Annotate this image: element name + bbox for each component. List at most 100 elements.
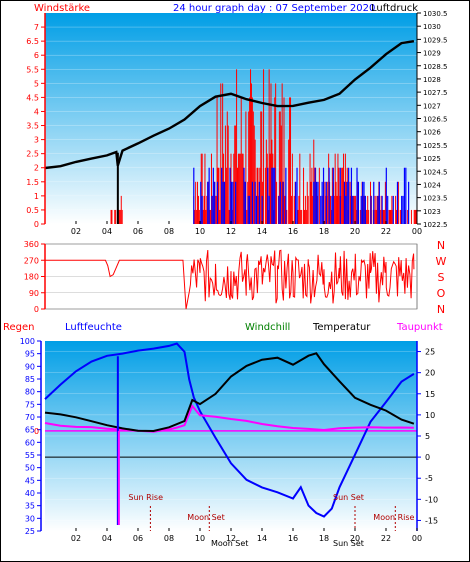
humidity-tick-label: 90 — [25, 362, 35, 371]
wind-tick-label: 4 — [34, 107, 39, 116]
humidity-tick-label: 50 — [25, 464, 35, 473]
wind-tick-label: 2 — [34, 164, 39, 173]
temperature-tick-label: -15 — [425, 516, 438, 525]
astro-markers: Sun Rise Moon Set Sun Set Moon Rise — [128, 493, 415, 531]
chart-title: 24 hour graph day : 07 September 2020 — [173, 3, 375, 14]
wind-tick-label: 3.5 — [26, 122, 39, 131]
humidity-tick-label: 80 — [25, 388, 35, 397]
wind-tick-label: 1 — [34, 192, 39, 201]
humidity-tick-label: 25 — [25, 527, 35, 536]
wind-pressure-grid — [45, 26, 417, 225]
time-tick-label: 00 — [412, 227, 422, 236]
pressure-tick-label: 1025.5 — [423, 142, 448, 150]
pressure-tick-label: 1023.5 — [423, 195, 448, 203]
time-tick-lower-label: 04 — [102, 534, 112, 543]
pressure-tick-label: 1030 — [423, 23, 441, 31]
wind-axis-title: Windstärke — [34, 3, 90, 14]
astro-label: Sun Set — [333, 493, 364, 502]
direction-tick-label: 360 — [24, 240, 39, 249]
pressure-line — [44, 40, 415, 170]
pressure-axis-title: Luftdruck — [371, 3, 418, 14]
wind-axis-ticks: 0 0.5 1 1.5 2 2.5 3 3.5 4 4.5 5 5.5 6 6.5 7 — [26, 23, 45, 229]
pressure-tick-label: 1028.5 — [423, 63, 448, 71]
wind-gust-bars — [116, 152, 410, 224]
temperature-tick-label: 25 — [425, 348, 435, 357]
wind-tick-label: 6 — [34, 51, 39, 60]
humidity-tick-label: 70 — [25, 413, 35, 422]
temperature-tick-label: 5 — [425, 432, 430, 441]
wind-tick-label: 1.5 — [26, 178, 39, 187]
pressure-tick-label: 1029.5 — [423, 36, 448, 44]
legend-temperature: Temperatur — [312, 322, 371, 333]
time-tick-label: 02 — [71, 227, 81, 236]
time-tick-label: 04 — [102, 227, 112, 236]
time-tick-lower-label: 18 — [319, 534, 329, 543]
pressure-axis-ticks: 1022.5 1023 1023.5 1024 1024.5 1025 1025.5 1026… — [417, 10, 448, 229]
time-axis-ticks-1: 02 04 06 08 10 12 14 16 18 20 22 00 — [71, 221, 422, 236]
temperature-line — [44, 352, 415, 433]
temperature-tick-label: 15 — [425, 390, 435, 399]
humidity-tick-label: 30 — [25, 514, 35, 523]
time-tick-lower-label: 02 — [71, 534, 81, 543]
time-tick-lower-label: 14 — [257, 534, 267, 543]
pressure-tick-label: 1027.5 — [423, 89, 448, 97]
legend-dewpoint: Taupunkt — [396, 322, 443, 333]
temperature-tick-label: -5 — [425, 474, 433, 483]
compass-label: W — [436, 255, 447, 268]
pressure-tick-label: 1026.5 — [423, 116, 448, 124]
compass-label: N — [437, 303, 445, 316]
x-overlay-sun-set: Sun Set — [333, 539, 364, 548]
time-tick-label: 20 — [350, 227, 360, 236]
wind-tick-label: 4.5 — [26, 93, 39, 102]
humidity-line — [44, 342, 415, 518]
humidity-tick-label: 40 — [25, 489, 35, 498]
compass-label: S — [438, 271, 445, 284]
temperature-axis-ticks: -15 -10 -5 0 5 10 15 20 25 — [417, 348, 438, 525]
pressure-tick-label: 1024 — [423, 181, 441, 189]
pressure-tick-label: 1027 — [423, 102, 441, 110]
direction-tick-label: 90 — [29, 289, 39, 298]
time-tick-label: 10 — [195, 227, 205, 236]
astro-label: Sun Rise — [128, 493, 163, 502]
humidity-tick-label: 65 — [25, 426, 35, 435]
pressure-tick-label: 1026 — [423, 129, 441, 137]
wind-tick-label: 0 — [34, 220, 39, 229]
humidity-tick-label: 95 — [25, 350, 35, 359]
humidity-tick-label: 100 — [20, 337, 35, 346]
time-tick-lower-label: 20 — [350, 534, 360, 543]
time-tick-lower-label: 08 — [164, 534, 174, 543]
wind-direction-line — [45, 249, 415, 310]
time-tick-label: 16 — [288, 227, 298, 236]
temperature-tick-label: 10 — [425, 411, 435, 420]
wind-tick-label: 2.5 — [26, 150, 39, 159]
time-tick-lower-label: 06 — [133, 534, 143, 543]
humidity-tick-label: 75 — [25, 400, 35, 409]
wind-tick-label: 5.5 — [26, 65, 39, 74]
pressure-tick-label: 1025 — [423, 155, 441, 163]
time-tick-label: 08 — [164, 227, 174, 236]
dewpoint-line — [44, 404, 414, 433]
pressure-tick-label: 1023 — [423, 208, 441, 216]
humidity-axis-ticks: 25 30 35 40 45 50 55 60 65 70 75 80 85 90 95 100 — [20, 337, 41, 536]
astro-label: Moon Set — [187, 513, 224, 522]
time-tick-label: 14 — [257, 227, 267, 236]
legend-humidity: Luftfeuchte — [65, 322, 122, 333]
temperature-tick-label: -10 — [425, 495, 438, 504]
pressure-tick-label: 1024.5 — [423, 168, 448, 176]
time-tick-label: 12 — [226, 227, 236, 236]
pressure-tick-label: 1022.5 — [423, 221, 448, 229]
time-tick-lower-label: 22 — [381, 534, 391, 543]
direction-tick-label: 0 — [34, 305, 39, 314]
wind-tick-label: 5 — [34, 79, 39, 88]
direction-axis-ticks: 0 90 180 270 360 — [24, 240, 45, 314]
compass-label: N — [437, 239, 445, 252]
time-tick-lower-label: 12 — [226, 534, 236, 543]
compass-label: O — [437, 287, 446, 300]
legend-windchill: Windchill — [245, 322, 290, 333]
time-tick-lower-label: 16 — [288, 534, 298, 543]
wind-tick-label: 6.5 — [26, 37, 39, 46]
time-tick-label: 18 — [319, 227, 329, 236]
